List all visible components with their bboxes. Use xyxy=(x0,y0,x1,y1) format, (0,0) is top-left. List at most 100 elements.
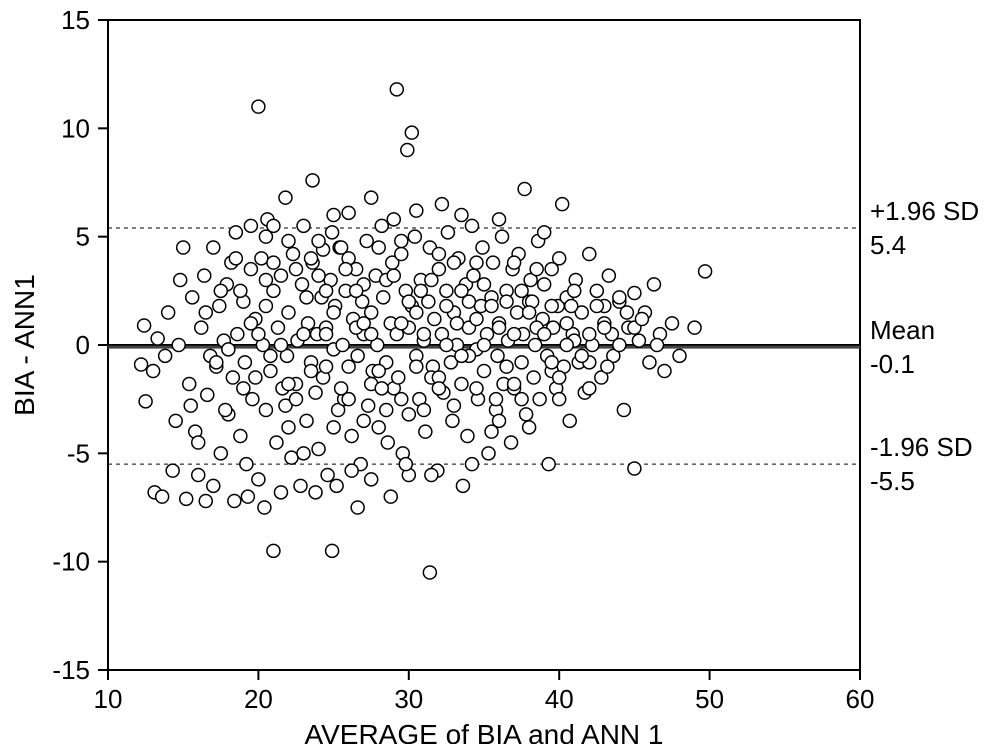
data-point xyxy=(515,356,528,369)
data-point xyxy=(201,388,214,401)
data-point xyxy=(628,462,641,475)
data-point xyxy=(252,100,265,113)
data-point xyxy=(446,414,459,427)
data-point xyxy=(345,430,358,443)
data-point xyxy=(169,414,182,427)
data-point xyxy=(342,360,355,373)
data-point xyxy=(590,284,603,297)
data-point xyxy=(647,278,660,291)
data-point xyxy=(408,230,421,243)
data-point xyxy=(309,386,322,399)
data-point xyxy=(246,393,259,406)
data-point xyxy=(425,469,438,482)
data-point xyxy=(410,360,423,373)
data-point xyxy=(177,241,190,254)
data-point xyxy=(511,306,524,319)
data-point xyxy=(556,198,569,211)
data-point xyxy=(583,382,596,395)
data-point xyxy=(613,291,626,304)
data-point xyxy=(533,393,546,406)
data-point xyxy=(384,490,397,503)
data-point xyxy=(336,339,349,352)
data-point xyxy=(312,443,325,456)
data-point xyxy=(151,332,164,345)
y-tick-label: 10 xyxy=(61,113,90,143)
data-point xyxy=(417,328,430,341)
data-point xyxy=(271,321,284,334)
data-point xyxy=(294,479,307,492)
data-point xyxy=(465,458,478,471)
y-tick-label: 0 xyxy=(76,330,90,360)
data-point xyxy=(240,458,253,471)
data-point xyxy=(658,365,671,378)
data-point xyxy=(545,300,558,313)
data-point xyxy=(450,317,463,330)
data-point xyxy=(467,269,480,282)
data-point xyxy=(423,566,436,579)
data-point xyxy=(523,421,536,434)
data-point xyxy=(428,313,441,326)
data-point xyxy=(305,365,318,378)
data-point xyxy=(207,241,220,254)
data-point xyxy=(198,269,211,282)
data-point xyxy=(390,83,403,96)
data-point xyxy=(478,339,491,352)
data-point xyxy=(529,339,542,352)
data-point xyxy=(312,235,325,248)
data-point xyxy=(387,269,400,282)
data-point xyxy=(306,174,319,187)
data-point xyxy=(392,371,405,384)
data-point xyxy=(270,436,283,449)
data-point xyxy=(455,284,468,297)
data-point xyxy=(365,191,378,204)
data-point xyxy=(219,404,232,417)
x-tick-label: 20 xyxy=(244,684,273,714)
x-tick-label: 40 xyxy=(545,684,574,714)
data-point xyxy=(199,306,212,319)
data-point xyxy=(461,430,474,443)
data-point xyxy=(300,291,313,304)
data-point xyxy=(372,365,385,378)
data-point xyxy=(327,421,340,434)
data-point xyxy=(312,269,325,282)
data-point xyxy=(226,371,239,384)
data-point xyxy=(297,219,310,232)
data-point xyxy=(395,393,408,406)
data-point xyxy=(372,241,385,254)
data-point xyxy=(500,295,513,308)
data-point xyxy=(330,479,343,492)
data-point xyxy=(210,356,223,369)
data-point xyxy=(214,284,227,297)
data-point xyxy=(435,198,448,211)
data-point xyxy=(381,436,394,449)
data-point xyxy=(222,343,235,356)
data-point xyxy=(229,226,242,239)
data-point xyxy=(487,256,500,269)
data-point xyxy=(542,458,555,471)
data-point xyxy=(335,241,348,254)
data-point xyxy=(229,252,242,265)
data-point xyxy=(470,256,483,269)
data-point xyxy=(401,144,414,157)
data-point xyxy=(602,269,615,282)
data-point xyxy=(199,495,212,508)
data-point xyxy=(192,436,205,449)
data-point xyxy=(505,436,518,449)
data-point xyxy=(305,252,318,265)
data-point xyxy=(643,356,656,369)
data-point xyxy=(282,306,295,319)
data-point xyxy=(530,263,543,276)
y-tick-label: -10 xyxy=(52,547,90,577)
data-point xyxy=(583,248,596,261)
data-point xyxy=(455,349,468,362)
data-point xyxy=(520,408,533,421)
data-point xyxy=(650,339,663,352)
data-point xyxy=(673,349,686,362)
data-point xyxy=(365,473,378,486)
data-point xyxy=(538,328,551,341)
data-point xyxy=(214,447,227,460)
data-point xyxy=(553,393,566,406)
y-tick-label: -5 xyxy=(67,438,90,468)
data-point xyxy=(377,291,390,304)
data-point xyxy=(282,235,295,248)
